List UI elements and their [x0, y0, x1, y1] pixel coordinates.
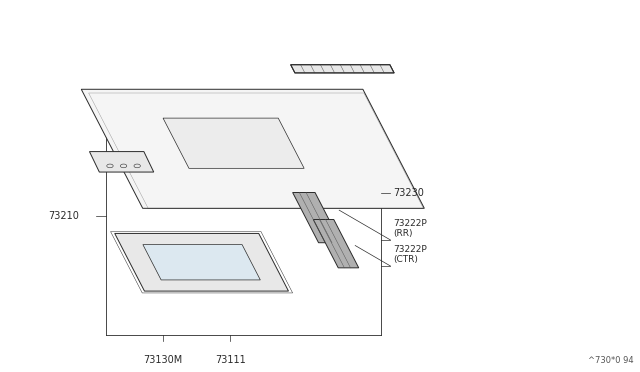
Text: 73222P
(RR): 73222P (RR) — [394, 219, 428, 238]
Text: 73230: 73230 — [394, 189, 424, 198]
Text: 73210: 73210 — [48, 211, 79, 221]
Polygon shape — [292, 193, 341, 243]
Polygon shape — [81, 89, 424, 208]
Text: 73222P
(CTR): 73222P (CTR) — [394, 245, 428, 264]
Polygon shape — [163, 118, 304, 168]
Text: ^730*0 94: ^730*0 94 — [588, 356, 634, 365]
Text: 73111: 73111 — [215, 355, 246, 365]
Polygon shape — [115, 234, 289, 291]
Polygon shape — [90, 152, 154, 172]
Polygon shape — [143, 245, 260, 280]
Polygon shape — [291, 65, 394, 73]
Text: 73130M: 73130M — [143, 355, 183, 365]
Polygon shape — [314, 219, 359, 268]
